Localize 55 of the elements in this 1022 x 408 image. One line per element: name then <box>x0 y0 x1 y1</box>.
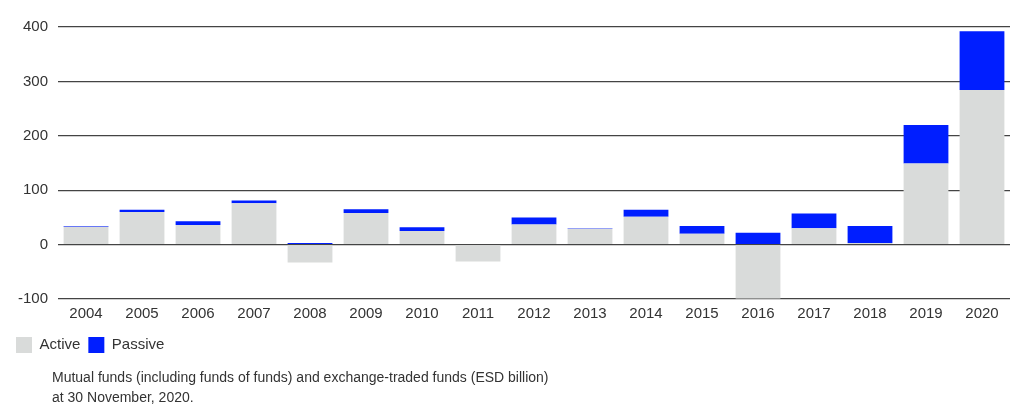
bar <box>735 232 781 244</box>
bar <box>959 90 1005 244</box>
bar <box>791 228 837 244</box>
y-tick-label: 400 <box>22 17 49 35</box>
x-tick-label: 2012 <box>517 304 551 322</box>
text: at 30 November, 2020. <box>52 388 195 407</box>
y-tick-label: 300 <box>22 71 49 89</box>
x-tick-label: 2014 <box>629 304 663 322</box>
x-tick-label: 2015 <box>685 304 719 322</box>
x-tick-label: 2020 <box>965 304 999 322</box>
x-tick-label: 2019 <box>909 304 943 322</box>
bar <box>455 245 501 262</box>
y-tick-label: 200 <box>22 125 49 143</box>
bar <box>623 209 669 217</box>
bar <box>791 213 837 229</box>
bar <box>63 226 109 244</box>
x-tick-label: 2016 <box>741 304 775 322</box>
x-tick-label: 2009 <box>349 304 383 322</box>
bar <box>847 226 893 243</box>
x-tick-label: 2011 <box>461 304 495 322</box>
bar <box>399 227 445 231</box>
bar <box>287 245 333 263</box>
bar <box>735 245 781 299</box>
bar <box>119 209 165 212</box>
bar <box>343 209 389 214</box>
bar <box>903 163 949 244</box>
bar <box>959 31 1005 91</box>
bar <box>119 211 165 244</box>
bar <box>567 228 613 244</box>
x-tick-label: 2006 <box>181 304 215 322</box>
bar <box>511 217 557 225</box>
bar <box>399 231 445 244</box>
y-tick-label: 100 <box>22 180 49 198</box>
bar <box>623 216 669 244</box>
x-tick-label: 2008 <box>293 304 327 322</box>
bar <box>679 233 725 244</box>
x-tick-label: 2004 <box>69 304 103 322</box>
bar <box>903 124 949 164</box>
text: Mutual funds (including funds of funds) and exchange-traded funds (ESD billion) <box>52 368 550 387</box>
bar <box>231 203 277 244</box>
legend-label: Passive <box>111 335 165 353</box>
x-tick-label: 2013 <box>573 304 607 322</box>
bar <box>679 226 725 234</box>
x-tick-label: 2007 <box>237 304 271 322</box>
x-tick-label: 2005 <box>125 304 159 322</box>
bar <box>511 224 557 244</box>
x-tick-label: 2018 <box>853 304 887 322</box>
y-tick-label: -100 <box>17 289 49 307</box>
bar <box>175 221 221 226</box>
legend-label: Active <box>39 335 81 353</box>
bar <box>175 225 221 244</box>
x-tick-label: 2010 <box>405 304 439 322</box>
x-tick-label: 2017 <box>797 304 831 322</box>
bar <box>343 213 389 244</box>
y-tick-label: 0 <box>39 234 49 252</box>
